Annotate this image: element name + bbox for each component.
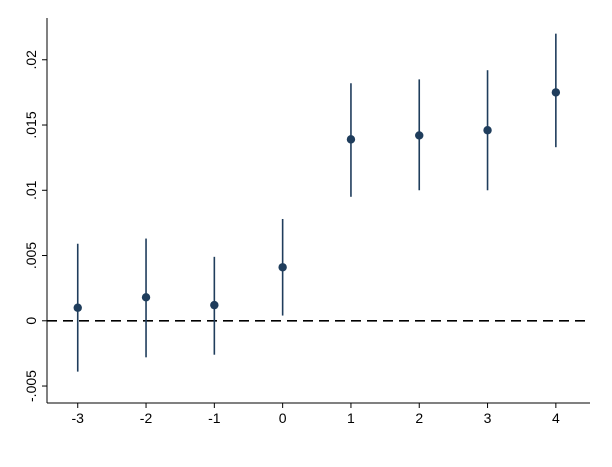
y-tick-label: 0: [23, 317, 39, 325]
y-tick-label: .02: [23, 50, 39, 70]
point-estimate: [210, 300, 219, 310]
point-estimate: [415, 131, 424, 140]
x-tick-label: 3: [484, 410, 492, 426]
point-estimate: [483, 126, 492, 135]
point-estimate: [141, 293, 151, 302]
y-tick-label: -.005: [23, 370, 39, 402]
x-tick-label: -3: [72, 410, 85, 426]
x-tick-label: 4: [552, 410, 560, 426]
y-tick-label: .015: [23, 111, 39, 138]
x-tick-label: 2: [415, 410, 423, 426]
point-estimate: [278, 263, 287, 272]
point-estimate: [346, 135, 356, 144]
point-estimate: [551, 88, 561, 97]
point-estimate: [73, 303, 82, 312]
x-tick-label: 1: [347, 410, 355, 426]
x-tick-label: 0: [279, 410, 287, 426]
axes: [42, 18, 590, 408]
y-tick-label: .005: [23, 242, 39, 269]
x-tick-label: -2: [140, 410, 153, 426]
y-tick-label: .01: [23, 180, 39, 200]
tick-labels: -.005 0 .005 .01 .015 .02 -3 -2 -1 0 1 2 3 4: [23, 50, 560, 426]
x-tick-label: -1: [208, 410, 221, 426]
point-estimates: [73, 88, 561, 312]
